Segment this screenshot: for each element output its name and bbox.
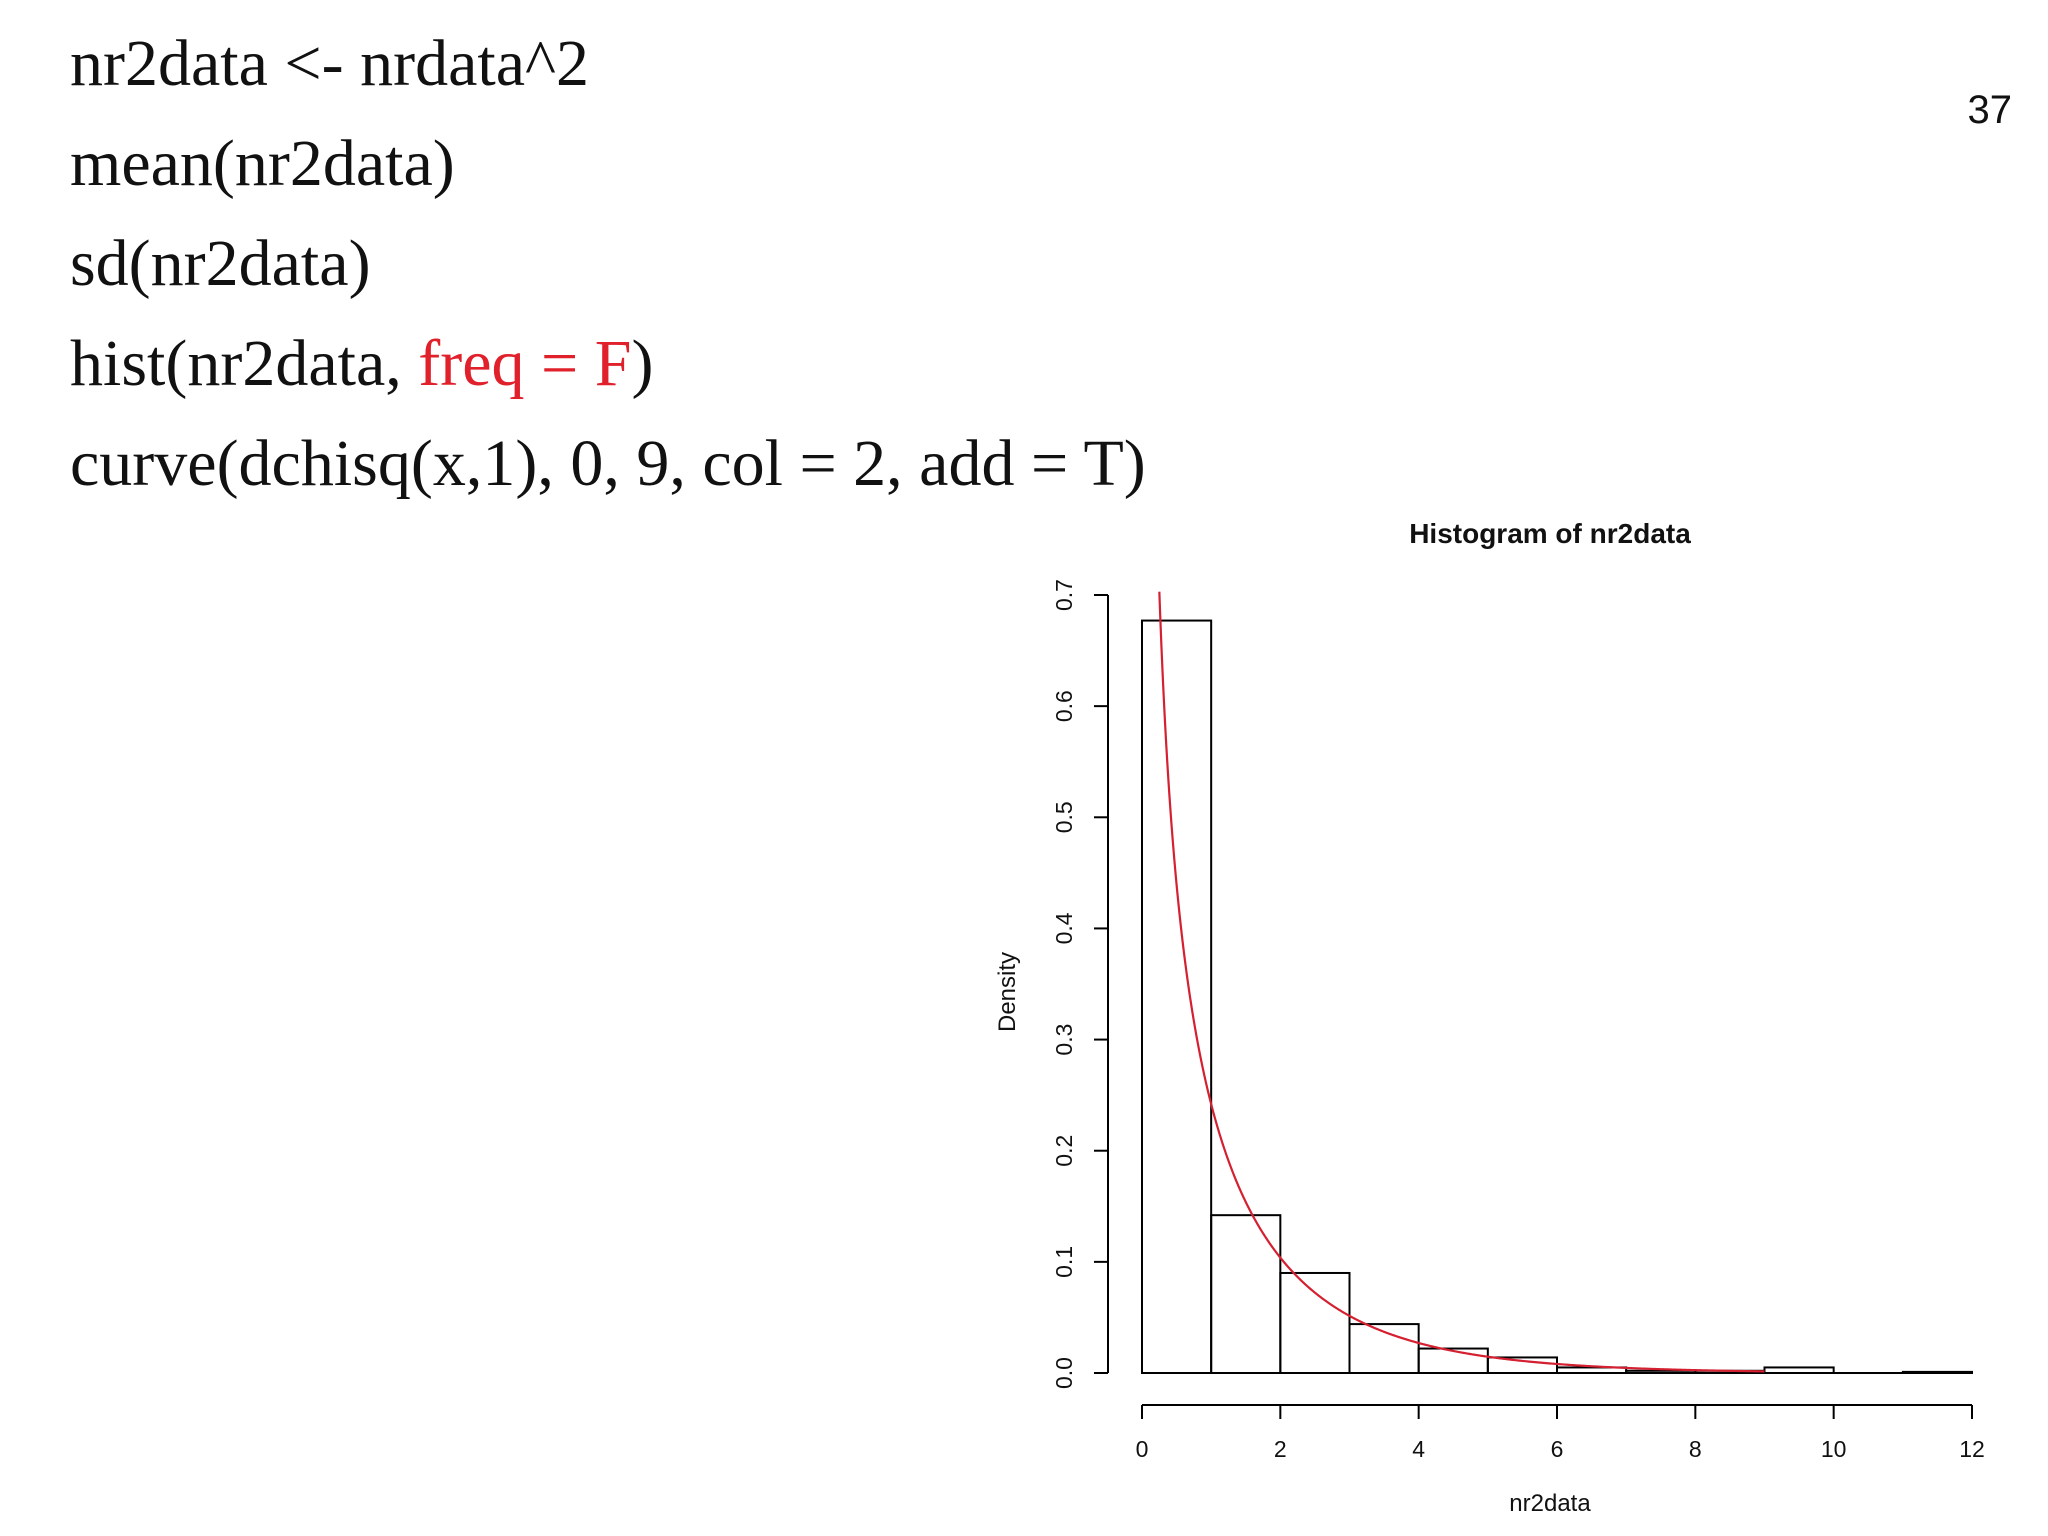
x-tick-label: 6 [1551,1436,1564,1462]
y-axis-label: Density [994,952,1021,1032]
code-line: hist(nr2data, freq = F) [70,314,1146,414]
y-tick-label: 0.4 [1051,912,1077,944]
density-curve-layer [1158,591,1765,1373]
histogram-bar [1625,1369,1697,1374]
x-axis-label: nr2data [1509,1490,1591,1517]
code-segment: hist(nr2data, [70,327,419,400]
x-tick-label: 8 [1689,1436,1702,1462]
histogram-bar [1763,1366,1835,1375]
x-tick-label: 10 [1821,1436,1847,1462]
code-line: nr2data <- nrdata^2 [70,14,1146,114]
code-highlight: freq = F [418,327,632,400]
histogram-bar [1901,1370,1974,1374]
histogram-bar [1141,619,1213,1374]
y-tick-label: 0.1 [1051,1246,1077,1278]
chart-axes: 0 2 4 6 8 10 12 0.0 0.1 0.2 0.3 0.4 0.5 0.6 0.7 [1051,579,1985,1462]
histogram-bar [1486,1356,1559,1374]
code-segment: mean(nr2data) [70,127,455,200]
slide-number: 37 [1967,88,2013,132]
x-tick-label: 12 [1959,1436,1985,1462]
chart-title: Histogram of nr2data [1409,518,1691,549]
chi-square-density-curve [1158,591,1765,1373]
x-tick-label: 2 [1274,1436,1287,1462]
histogram-bar [1279,1271,1351,1375]
y-tick-label: 0.6 [1051,690,1077,722]
histogram-bar [1417,1347,1489,1375]
y-tick-label: 0.3 [1051,1024,1077,1056]
code-segment: nr2data <- nrdata^2 [70,27,589,100]
code-segment: curve(dchisq(x,1), 0, 9, col = 2, add = … [70,427,1146,500]
x-tick-label: 0 [1136,1436,1149,1462]
y-tick-label: 0.0 [1051,1357,1077,1389]
code-block: nr2data <- nrdata^2 mean(nr2data) sd(nr2da… [70,14,1146,514]
y-tick-label: 0.7 [1051,579,1077,611]
code-line: mean(nr2data) [70,114,1146,214]
y-tick-label: 0.2 [1051,1135,1077,1167]
histogram-bars [1141,619,1974,1375]
y-tick-label: 0.5 [1051,801,1077,833]
code-line: curve(dchisq(x,1), 0, 9, col = 2, add = … [70,414,1146,514]
code-segment: ) [631,327,654,400]
histogram-bar [1210,1214,1282,1374]
x-tick-label: 4 [1412,1436,1425,1462]
code-segment: sd(nr2data) [70,227,371,300]
code-line: sd(nr2data) [70,214,1146,314]
